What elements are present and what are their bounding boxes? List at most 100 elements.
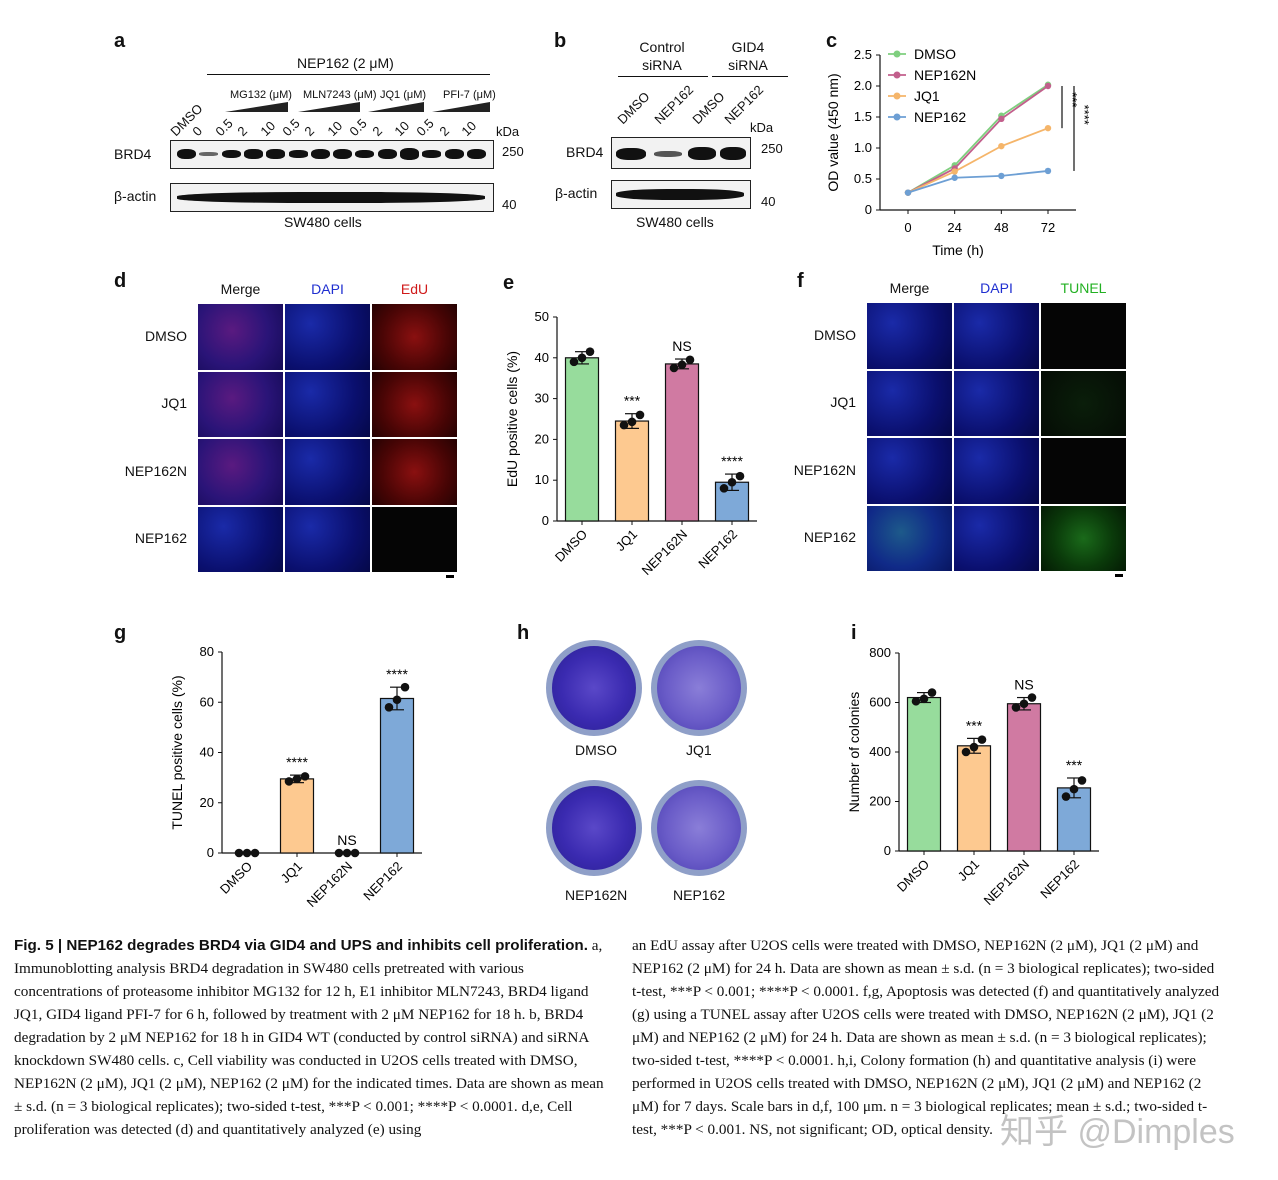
panel-b-lane-3: DMSO (689, 88, 728, 127)
c-sig-2: **** (1077, 105, 1092, 125)
c-series-line-dmso (907, 84, 1049, 194)
colony-dish-nep162 (651, 780, 747, 876)
micrograph-f-nep162n-merge (866, 437, 953, 505)
panel-f-row-nep162: NEP162 (803, 529, 856, 546)
panel-h-letter: h (517, 622, 530, 644)
g-plot-datapoint (392, 695, 402, 705)
g-plot-datapoint (234, 848, 244, 858)
c-point-nep162n (998, 115, 1005, 123)
micrograph-d-nep162-dapi (284, 505, 371, 573)
panel-f-col-dapi: DAPI (980, 280, 1013, 296)
i-plot-bar-nep162n (1006, 703, 1042, 852)
panel-a-brd4-band (243, 149, 263, 159)
panel-g-chart: 0 20 40 60 80 TUNEL positive cells (%) DMSO ***… (169, 644, 422, 910)
panel-a-row-brd4: BRD4 (114, 146, 152, 162)
panel-b-letter: b (554, 30, 567, 52)
g-plot-y-tick-label: 80 (200, 644, 214, 659)
c-y-label: OD value (450 nm) (825, 73, 841, 191)
panel-a-lane-13: 2 (436, 123, 452, 139)
g-plot-sig-nep162: **** (386, 666, 408, 682)
micrograph-f-nep162n-dapi (953, 437, 1040, 505)
i-plot-datapoint (961, 747, 971, 757)
i-plot-datapoint (1019, 699, 1029, 709)
i-plot-sig-jq1: *** (966, 717, 983, 733)
panel-b-marker-40: 40 (761, 194, 776, 209)
panel-f-row-dmso: DMSO (814, 326, 856, 343)
e-plot-datapoint (677, 360, 687, 370)
panel-a-row-actin: β-actin (114, 188, 157, 204)
e-plot-datapoint (627, 417, 637, 427)
panel-a-brd4-band (266, 149, 286, 159)
panel-b-cells: SW480 cells (636, 214, 714, 230)
panel-b-group-line-gid4 (712, 76, 788, 77)
micrograph-d-nep162-merge (197, 505, 284, 573)
panel-d-col-dapi: DAPI (311, 281, 344, 297)
g-plot-x-label-dmso: DMSO (217, 859, 255, 897)
g-plot-x-label-nep162n: NEP162N (304, 859, 355, 910)
c-sig-1: *** (1065, 92, 1080, 107)
i-plot-y-tick-label: 200 (869, 794, 891, 809)
g-plot-datapoint (300, 772, 310, 781)
c-y-tick-label: 2.0 (854, 78, 872, 93)
c-y-tick-label: 1.0 (854, 140, 872, 155)
i-plot-y-tick-label: 600 (869, 695, 891, 710)
panel-e-chart: 0 10 20 30 40 50 EdU positive cells (%) DMSO ***… (504, 309, 757, 578)
e-plot-datapoint (719, 484, 729, 493)
c-point-nep162 (951, 174, 958, 181)
micrograph-d-nep162-edu (371, 505, 458, 573)
c-x-label: Time (h) (932, 242, 984, 258)
micrograph-d-dmso-merge (197, 303, 284, 371)
i-plot-bar-jq1 (956, 745, 992, 852)
c-y-tick-label: 1.5 (854, 109, 872, 124)
panel-a-lane-14: 10 (458, 118, 480, 139)
panel-a-brd4-band (377, 148, 397, 160)
e-plot-x-label-nep162n: NEP162N (639, 527, 690, 578)
g-plot-y-label: TUNEL positive cells (%) (169, 675, 185, 829)
c-x-tick-label: 48 (994, 220, 1008, 235)
caption-left-text: a, Immunoblotting analysis BRD4 degradat… (14, 937, 604, 1138)
c-point-jq1 (998, 142, 1005, 150)
panel-b-row-actin: β-actin (555, 185, 598, 201)
panel-a-marker-40: 40 (502, 197, 517, 212)
micrograph-f-jq1-dapi (953, 369, 1040, 437)
i-plot-datapoint (969, 742, 979, 752)
e-plot-datapoint (577, 353, 587, 363)
panel-b-group-control: Control siRNA (639, 39, 685, 73)
c-y-tick-label: 0 (865, 202, 872, 217)
panel-e-letter: e (503, 272, 515, 294)
e-plot-y-tick-label: 20 (535, 431, 549, 446)
panel-b-kda: kDa (750, 120, 774, 135)
micrograph-d-dmso-dapi (284, 303, 371, 371)
panel-d-row-nep162: NEP162 (134, 530, 187, 547)
c-series-line-nep162n (907, 85, 1049, 194)
micrograph-f-jq1-tunel (1040, 369, 1127, 437)
e-plot-x-label-jq1: JQ1 (613, 527, 640, 554)
panel-a-marker-250: 250 (502, 144, 524, 159)
colony-label-jq1: JQ1 (686, 742, 712, 758)
g-plot-x-label-nep162: NEP162 (360, 859, 405, 904)
i-plot-datapoint (919, 694, 929, 704)
e-plot-y-tick-label: 50 (535, 309, 549, 324)
panel-a-letter: a (114, 30, 126, 52)
g-plot-datapoint (250, 848, 260, 858)
caption-right-text: an EdU assay after U2OS cells were treat… (632, 937, 1220, 1138)
panel-d-row-dmso: DMSO (145, 327, 187, 344)
e-plot-y-tick-label: 40 (535, 350, 549, 365)
panel-d-row-nep162n: NEP162N (124, 462, 187, 479)
e-plot-datapoint (635, 410, 645, 420)
i-plot-y-tick-label: 400 (869, 744, 891, 759)
panel-b-brd4-blot (611, 137, 751, 169)
panel-d-col-merge: Merge (220, 281, 261, 297)
panel-a-lane-5: 10 (256, 118, 278, 139)
panel-a-brd4-band (466, 148, 486, 160)
panel-d-row-jq1: JQ1 (161, 395, 187, 412)
panel-a-actin-blot (170, 183, 494, 212)
e-plot-y-tick-label: 10 (535, 472, 549, 487)
panel-a-lane-8: 10 (324, 118, 346, 139)
g-plot-datapoint (400, 682, 410, 692)
e-plot-sig-jq1: *** (624, 393, 641, 409)
c-series-line-jq1 (907, 127, 1049, 194)
e-plot-y-tick-label: 30 (535, 391, 549, 406)
panel-a-kda: kDa (496, 124, 520, 139)
g-plot-y-tick-label: 40 (200, 745, 214, 760)
